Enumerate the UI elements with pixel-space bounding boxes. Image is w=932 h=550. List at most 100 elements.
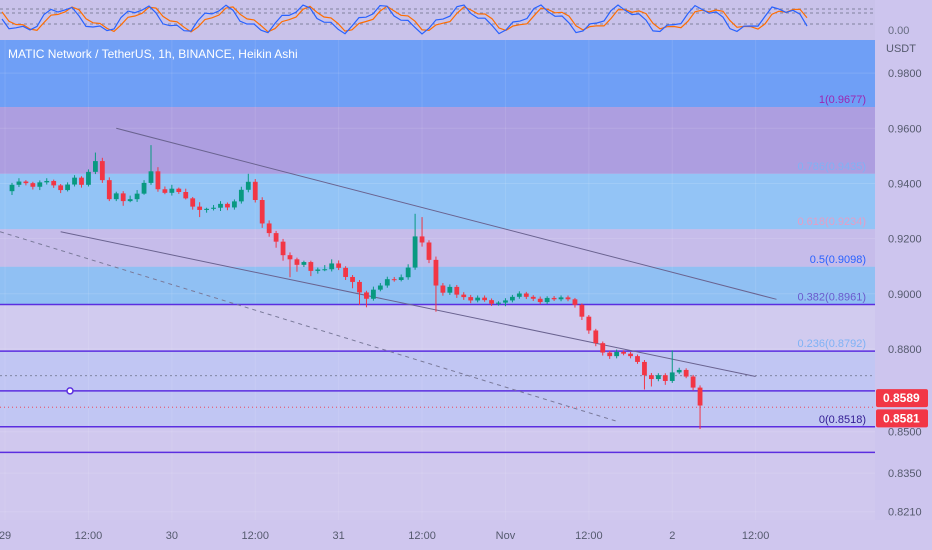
candle-body — [287, 255, 293, 260]
time-tick-label: Nov — [496, 530, 516, 542]
candle-body — [558, 297, 564, 300]
price-tag-label: 0.8589 — [883, 391, 920, 405]
candle-body — [635, 356, 640, 362]
candle-body — [294, 259, 300, 265]
candle-body — [565, 297, 571, 300]
candle-body — [384, 279, 390, 286]
candle-body — [683, 369, 689, 377]
candle-body — [155, 171, 161, 190]
candle-body — [93, 161, 98, 172]
candle-body — [398, 277, 404, 280]
candle-body — [65, 184, 70, 191]
price-tag-box — [876, 409, 928, 428]
candle-body — [579, 304, 585, 317]
candle-body — [662, 375, 668, 381]
candle-body — [419, 236, 425, 243]
fib-level-label: 0.382(0.8961) — [798, 292, 867, 304]
candle-body — [364, 292, 369, 299]
candle-body — [655, 375, 661, 380]
candle-body — [586, 316, 592, 331]
candle-body — [516, 293, 522, 297]
candle-body — [447, 286, 453, 293]
candle-body — [482, 297, 487, 301]
price-tick-label: 0.9000 — [888, 289, 922, 301]
candle-body — [600, 343, 606, 353]
candle-body — [232, 201, 237, 208]
candle-body — [99, 161, 105, 181]
candle-body — [148, 171, 154, 183]
candle-body — [218, 203, 223, 208]
candle-body — [336, 263, 342, 268]
candle-body — [628, 353, 633, 357]
candle-body — [412, 236, 418, 268]
candle-body — [475, 297, 481, 301]
fib-zone — [0, 173, 875, 230]
candle-body — [621, 352, 626, 354]
candle-body — [461, 294, 467, 298]
time-tick-label: 12:00 — [575, 530, 603, 542]
candle-body — [433, 259, 439, 286]
candle-body — [649, 375, 654, 380]
candle-body — [86, 171, 91, 185]
price-tick-label: 0.8500 — [888, 427, 922, 439]
candle-body — [350, 276, 355, 282]
time-tick-label: 12:00 — [75, 530, 103, 542]
time-tick-label: 30 — [166, 530, 178, 542]
candle-body — [537, 298, 543, 303]
candle-body — [23, 181, 29, 184]
price-axis-pane — [875, 0, 932, 520]
channel-lower-line — [60, 231, 756, 378]
price-tick-label: 0.9400 — [888, 178, 922, 190]
candle-body — [211, 207, 216, 209]
candle-body — [127, 199, 133, 202]
candle-body — [593, 330, 599, 344]
candle-body — [141, 182, 147, 194]
price-tick-label: 0.8210 — [888, 507, 922, 519]
fib-level-label: 0.5(0.9098) — [810, 254, 866, 266]
candle-body — [58, 185, 64, 191]
candle-body — [489, 300, 494, 304]
candle-body — [572, 299, 578, 305]
candle-body — [30, 183, 36, 187]
candle-body — [551, 297, 557, 300]
candle-body — [308, 262, 314, 271]
time-tick-label: 12:00 — [408, 530, 436, 542]
candle-body — [607, 352, 613, 357]
candle-body — [72, 177, 77, 185]
currency-label: USDT — [886, 43, 916, 55]
candle-body — [169, 188, 175, 193]
candle-body — [371, 289, 376, 299]
candle-body — [204, 208, 209, 210]
candle-body — [176, 188, 182, 192]
candle-body — [252, 181, 258, 200]
candle-body — [190, 198, 196, 207]
fib-zone — [0, 351, 875, 427]
fib-zone — [0, 107, 875, 174]
candle-body — [676, 369, 682, 373]
channel-upper-line — [116, 127, 777, 300]
price-tick-label: 0.9600 — [888, 123, 922, 135]
candle-body — [523, 293, 529, 297]
candle-body — [37, 182, 43, 187]
candle-body — [245, 181, 251, 190]
fib-zone — [0, 426, 875, 520]
candle-body — [315, 269, 321, 271]
time-tick-label: 12:00 — [241, 530, 269, 542]
candle-body — [343, 267, 348, 277]
price-tag-label: 0.8581 — [883, 411, 920, 425]
candle-body — [669, 372, 675, 381]
price-tick-label: 0.8350 — [888, 468, 922, 480]
candle-body — [44, 180, 50, 183]
time-tick-label: 29 — [0, 530, 11, 542]
candle-body — [391, 279, 397, 281]
dashed-trend-line — [0, 231, 617, 422]
fib-zone — [0, 40, 875, 108]
candle-body — [238, 189, 244, 202]
candle-body — [690, 376, 696, 388]
candle-body — [197, 206, 203, 210]
fib-level-label: 0(0.8518) — [819, 414, 866, 426]
time-tick-label: 2 — [669, 530, 675, 542]
price-tag-box — [876, 389, 928, 408]
